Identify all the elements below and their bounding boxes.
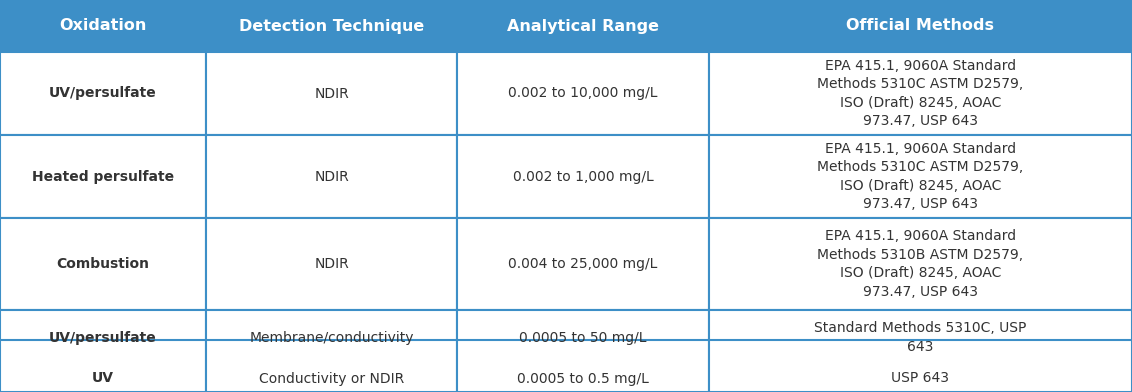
Text: 0.0005 to 0.5 mg/L: 0.0005 to 0.5 mg/L [517, 372, 649, 385]
Text: Analytical Range: Analytical Range [507, 18, 659, 33]
Text: UV/persulfate: UV/persulfate [49, 87, 157, 100]
Bar [457, 310, 709, 365]
Text: Official Methods: Official Methods [847, 18, 994, 33]
Bar [206, 0, 457, 52]
Text: Oxidation: Oxidation [59, 18, 147, 33]
Bar [457, 0, 709, 52]
Bar [206, 52, 457, 135]
Bar [709, 218, 1132, 310]
Bar [709, 52, 1132, 135]
Bar [0, 310, 206, 365]
Text: EPA 415.1, 9060A Standard
Methods 5310C ASTM D2579,
ISO (Draft) 8245, AOAC
973.4: EPA 415.1, 9060A Standard Methods 5310C … [817, 142, 1023, 211]
Bar [457, 135, 709, 218]
Text: Conductivity or NDIR: Conductivity or NDIR [259, 372, 404, 385]
Bar [0, 52, 206, 135]
Text: Detection Technique: Detection Technique [239, 18, 424, 33]
Text: 0.002 to 1,000 mg/L: 0.002 to 1,000 mg/L [513, 169, 653, 183]
Bar [709, 340, 1132, 392]
Text: Combustion: Combustion [57, 257, 149, 271]
Text: 0.0005 to 50 mg/L: 0.0005 to 50 mg/L [520, 330, 646, 345]
Bar [206, 340, 457, 392]
Text: NDIR: NDIR [315, 87, 349, 100]
Bar [457, 340, 709, 392]
Text: UV: UV [92, 372, 114, 385]
Text: NDIR: NDIR [315, 257, 349, 271]
Text: Membrane/conductivity: Membrane/conductivity [249, 330, 414, 345]
Bar [0, 218, 206, 310]
Text: EPA 415.1, 9060A Standard
Methods 5310C ASTM D2579,
ISO (Draft) 8245, AOAC
973.4: EPA 415.1, 9060A Standard Methods 5310C … [817, 59, 1023, 128]
Bar [709, 0, 1132, 52]
Text: NDIR: NDIR [315, 169, 349, 183]
Text: Standard Methods 5310C, USP
643: Standard Methods 5310C, USP 643 [814, 321, 1027, 354]
Bar [709, 310, 1132, 365]
Text: 0.002 to 10,000 mg/L: 0.002 to 10,000 mg/L [508, 87, 658, 100]
Bar [0, 135, 206, 218]
Bar [0, 340, 206, 392]
Bar [0, 0, 206, 52]
Bar [709, 135, 1132, 218]
Bar [206, 218, 457, 310]
Text: 0.004 to 25,000 mg/L: 0.004 to 25,000 mg/L [508, 257, 658, 271]
Bar [206, 310, 457, 365]
Bar [457, 52, 709, 135]
Text: EPA 415.1, 9060A Standard
Methods 5310B ASTM D2579,
ISO (Draft) 8245, AOAC
973.4: EPA 415.1, 9060A Standard Methods 5310B … [817, 229, 1023, 299]
Text: Heated persulfate: Heated persulfate [32, 169, 174, 183]
Text: USP 643: USP 643 [891, 372, 950, 385]
Bar [206, 135, 457, 218]
Bar [457, 218, 709, 310]
Text: UV/persulfate: UV/persulfate [49, 330, 157, 345]
